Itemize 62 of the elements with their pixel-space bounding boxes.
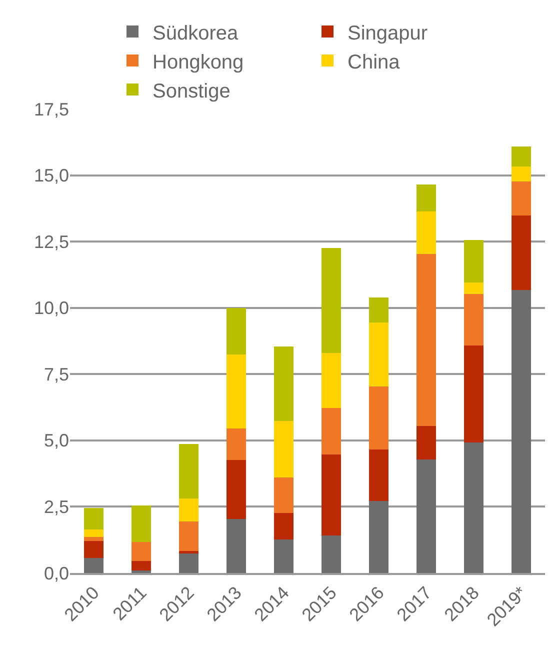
bar xyxy=(511,215,532,290)
y-tick-label: 5,0 xyxy=(44,430,69,451)
bar xyxy=(416,426,436,460)
bar xyxy=(84,537,104,542)
y-tick-label: 15,0 xyxy=(34,166,69,186)
bar xyxy=(84,558,104,573)
bar xyxy=(131,570,152,573)
bar xyxy=(131,561,152,570)
y-tick-label: 12,5 xyxy=(34,232,69,252)
bar xyxy=(464,282,484,294)
bar xyxy=(178,550,199,554)
bar xyxy=(84,541,104,558)
bar xyxy=(178,553,199,573)
bar xyxy=(511,181,532,216)
legend-label: Südkorea xyxy=(152,22,239,44)
y-tick-label: 0,0 xyxy=(44,563,69,584)
bar xyxy=(464,240,484,283)
bar xyxy=(368,500,389,573)
bar xyxy=(464,442,484,573)
bar xyxy=(274,539,294,573)
bar xyxy=(274,478,294,513)
bar xyxy=(274,421,294,478)
legend-label: Sonstige xyxy=(152,80,230,102)
bar xyxy=(321,535,342,573)
bar xyxy=(274,512,294,540)
bar xyxy=(511,146,532,167)
bar xyxy=(416,212,436,254)
legend-label: Hongkong xyxy=(152,51,244,74)
bar xyxy=(226,460,246,519)
bar xyxy=(274,346,294,422)
bar xyxy=(226,518,246,573)
bar xyxy=(368,386,389,450)
bar xyxy=(321,353,342,408)
bar xyxy=(131,542,152,562)
y-tick-label: 2,5 xyxy=(44,497,69,518)
bar xyxy=(131,505,152,542)
bar xyxy=(368,322,389,387)
bar xyxy=(511,166,532,182)
bar xyxy=(464,294,484,346)
bar xyxy=(84,508,104,530)
bar xyxy=(511,290,532,573)
bar xyxy=(368,450,389,501)
bar xyxy=(416,254,436,426)
bar xyxy=(226,428,246,460)
bar xyxy=(416,460,436,573)
bar xyxy=(84,529,104,538)
legend-label: China xyxy=(348,51,401,74)
bar xyxy=(321,248,342,354)
y-tick-label: 17,5 xyxy=(34,99,69,120)
bar xyxy=(321,408,342,454)
bar xyxy=(226,308,246,354)
bar xyxy=(464,346,484,443)
bar xyxy=(226,354,246,428)
bar xyxy=(416,184,436,212)
y-tick-label: 7,5 xyxy=(44,364,69,384)
y-tick-label: 10,0 xyxy=(34,298,69,318)
bar xyxy=(178,444,199,498)
bar xyxy=(368,298,389,323)
bar xyxy=(178,522,199,551)
bar xyxy=(178,498,199,522)
bar xyxy=(321,454,342,536)
legend-label: Singapur xyxy=(348,22,428,44)
